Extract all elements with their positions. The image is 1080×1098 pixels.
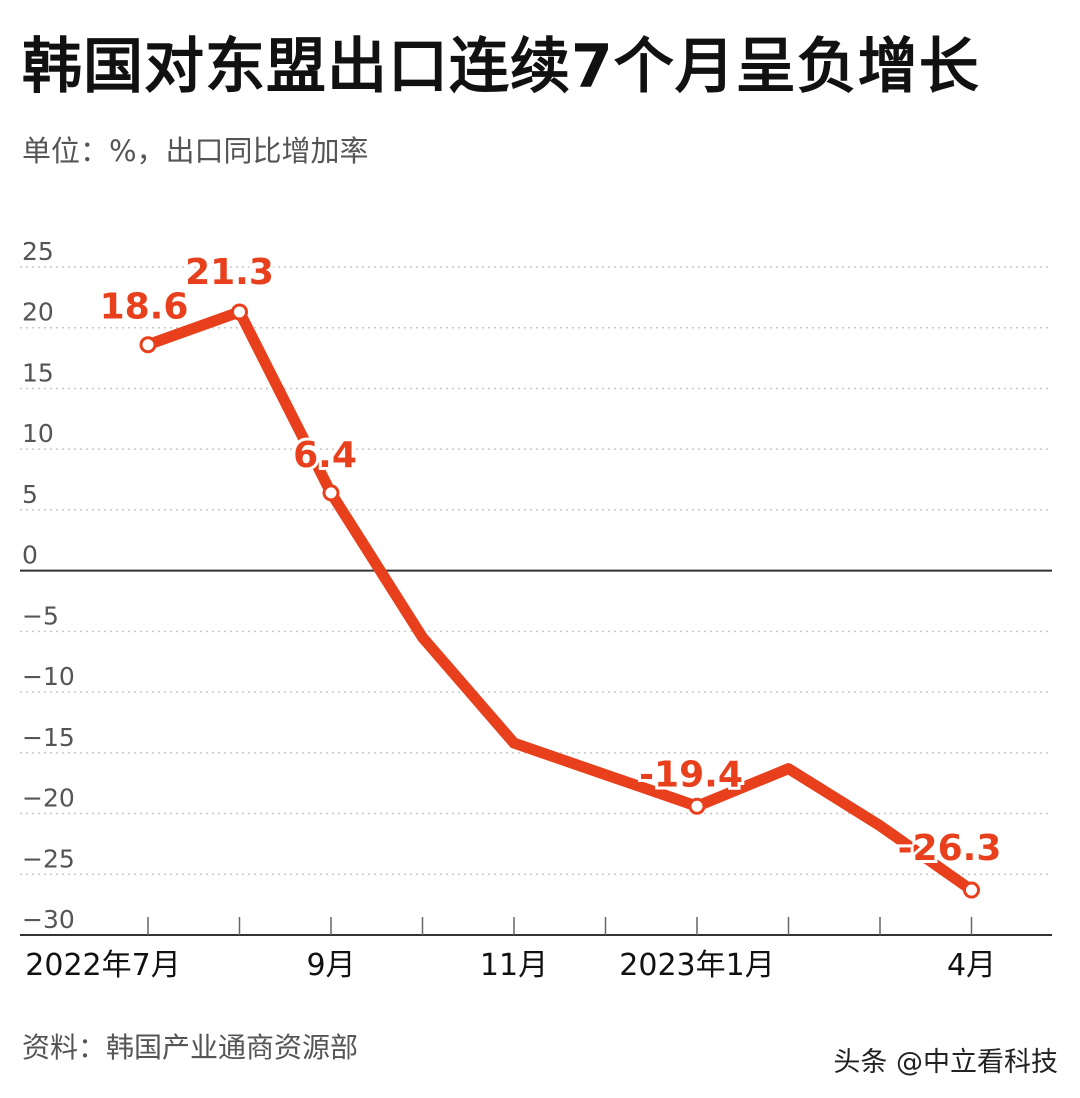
y-tick-label: −20 (22, 784, 75, 813)
data-label: 21.3 (185, 252, 274, 293)
x-tick-label: 4月 (947, 948, 996, 983)
data-point-marker (139, 336, 157, 354)
y-tick-label: −30 (22, 905, 75, 934)
data-label: -19.4 (639, 754, 743, 795)
x-tick-label: 2023年1月 (619, 948, 774, 983)
source-note: 资料：韩国产业通商资源部 (22, 1031, 359, 1064)
data-label: 6.4 (293, 435, 357, 476)
data-point-marker (231, 303, 248, 321)
y-tick-label: −5 (22, 601, 59, 630)
y-tick-label: −15 (22, 723, 75, 752)
watermark: 头条 @中立看科技 (833, 1047, 1058, 1078)
y-tick-label: −10 (22, 662, 75, 691)
x-tick-label: 2022年7月 (25, 948, 180, 983)
data-point-marker (322, 484, 340, 502)
y-tick-label: −25 (22, 844, 75, 873)
data-point-marker (688, 797, 706, 815)
data-label: -26.3 (898, 828, 1002, 869)
chart-title: 韩国对东盟出口连续7个月呈负增长 (22, 32, 980, 102)
chart-subtitle: 单位：%，出口同比增加率 (22, 134, 369, 168)
line-chart: 25 20 15 10 5 0 −5 −10 −15 −20 −25 −30 2022年7月 9月 11月 2… (20, 237, 1052, 983)
data-label: 18.6 (100, 287, 189, 328)
x-tick-label: 11月 (480, 948, 548, 983)
y-tick-label: 20 (22, 298, 54, 327)
x-tick-label: 9月 (306, 948, 355, 983)
y-tick-label: 5 (22, 480, 38, 509)
y-tick-label: 15 (22, 358, 54, 387)
y-tick-label: 25 (22, 237, 54, 266)
data-point-marker (963, 881, 980, 899)
y-tick-label: 0 (22, 541, 38, 570)
series-line (142, 306, 977, 896)
y-tick-label: 10 (22, 419, 54, 448)
